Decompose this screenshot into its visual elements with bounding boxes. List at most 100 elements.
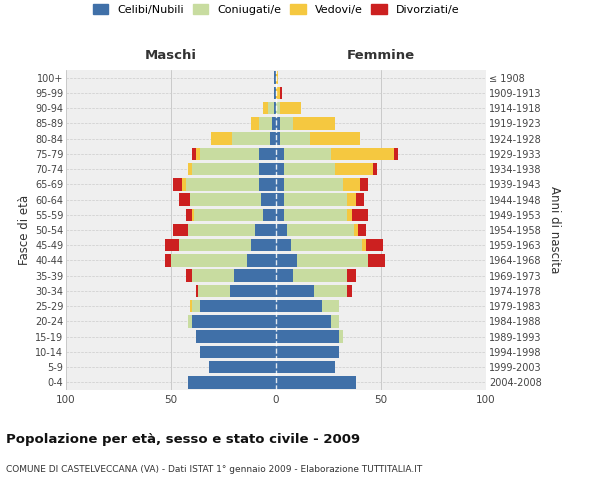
Bar — [179, 239, 251, 252]
Bar — [276, 132, 280, 145]
Bar — [190, 300, 192, 312]
Bar — [276, 208, 284, 221]
Bar — [331, 315, 339, 328]
Bar — [276, 361, 335, 374]
Bar — [164, 254, 171, 266]
Bar — [335, 163, 373, 175]
Text: Femmine: Femmine — [347, 48, 415, 62]
Bar — [274, 102, 276, 115]
Bar — [276, 102, 280, 115]
Bar — [200, 148, 259, 160]
Bar — [263, 208, 276, 221]
Bar — [190, 194, 262, 206]
Bar — [284, 208, 347, 221]
Bar — [276, 194, 284, 206]
Bar — [276, 254, 297, 266]
Bar — [276, 330, 339, 343]
Bar — [331, 148, 394, 160]
Bar — [310, 132, 360, 145]
Bar — [276, 284, 314, 297]
Bar — [198, 284, 230, 297]
Bar — [209, 361, 276, 374]
Bar — [356, 194, 364, 206]
Bar — [200, 300, 276, 312]
Bar — [232, 132, 270, 145]
Bar — [173, 224, 188, 236]
Bar — [358, 224, 366, 236]
Bar — [192, 148, 196, 160]
Bar — [280, 102, 301, 115]
Bar — [352, 208, 368, 221]
Bar — [196, 148, 200, 160]
Bar — [188, 163, 192, 175]
Bar — [366, 239, 383, 252]
Bar — [188, 224, 255, 236]
Bar — [276, 224, 287, 236]
Bar — [263, 102, 268, 115]
Bar — [360, 178, 368, 190]
Y-axis label: Fasce di età: Fasce di età — [17, 195, 31, 265]
Bar — [259, 163, 276, 175]
Bar — [179, 194, 190, 206]
Bar — [274, 72, 276, 84]
Bar — [276, 72, 278, 84]
Bar — [284, 148, 331, 160]
Bar — [394, 148, 398, 160]
Bar — [270, 132, 276, 145]
Bar — [171, 254, 247, 266]
Bar — [284, 178, 343, 190]
Bar — [276, 178, 284, 190]
Bar — [343, 178, 360, 190]
Bar — [362, 239, 366, 252]
Bar — [259, 178, 276, 190]
Bar — [192, 300, 200, 312]
Bar — [276, 300, 322, 312]
Bar — [276, 148, 284, 160]
Bar — [268, 102, 274, 115]
Bar — [188, 315, 192, 328]
Bar — [196, 330, 276, 343]
Bar — [354, 224, 358, 236]
Bar — [186, 178, 259, 190]
Bar — [186, 270, 192, 282]
Bar — [280, 117, 293, 130]
Text: Popolazione per età, sesso e stato civile - 2009: Popolazione per età, sesso e stato civil… — [6, 432, 360, 446]
Bar — [276, 346, 339, 358]
Bar — [276, 86, 280, 99]
Bar — [297, 254, 368, 266]
Bar — [255, 224, 276, 236]
Bar — [280, 132, 310, 145]
Bar — [347, 270, 356, 282]
Bar — [276, 376, 356, 388]
Bar — [196, 284, 198, 297]
Bar — [347, 194, 356, 206]
Bar — [284, 194, 347, 206]
Bar — [347, 208, 352, 221]
Bar — [192, 270, 234, 282]
Bar — [200, 346, 276, 358]
Bar — [194, 208, 263, 221]
Bar — [276, 270, 293, 282]
Bar — [251, 239, 276, 252]
Bar — [280, 86, 283, 99]
Text: COMUNE DI CASTELVECCANA (VA) - Dati ISTAT 1° gennaio 2009 - Elaborazione TUTTITA: COMUNE DI CASTELVECCANA (VA) - Dati ISTA… — [6, 466, 422, 474]
Bar — [290, 239, 362, 252]
Bar — [234, 270, 276, 282]
Bar — [165, 239, 179, 252]
Bar — [186, 208, 192, 221]
Bar — [259, 148, 276, 160]
Bar — [293, 270, 347, 282]
Bar — [276, 163, 284, 175]
Legend: Celibi/Nubili, Coniugati/e, Vedovi/e, Divorziati/e: Celibi/Nubili, Coniugati/e, Vedovi/e, Di… — [88, 0, 464, 20]
Y-axis label: Anni di nascita: Anni di nascita — [548, 186, 562, 274]
Bar — [192, 163, 259, 175]
Bar — [322, 300, 339, 312]
Bar — [272, 117, 276, 130]
Bar — [347, 284, 352, 297]
Bar — [284, 163, 335, 175]
Bar — [276, 239, 290, 252]
Text: Maschi: Maschi — [145, 48, 197, 62]
Bar — [276, 117, 280, 130]
Bar — [251, 117, 259, 130]
Bar — [247, 254, 276, 266]
